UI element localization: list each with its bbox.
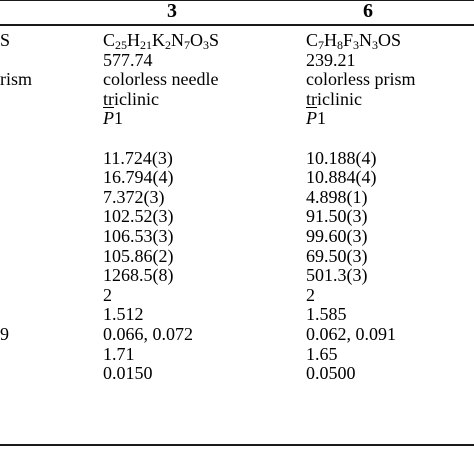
compound-6-c: 4.898(1) xyxy=(306,186,368,207)
compound-6-beta: 99.60(3) xyxy=(306,225,368,246)
compound-6-formula: C7H8F3N3OS xyxy=(306,30,402,52)
compound-3-r-factors: 0.066, 0.072 xyxy=(103,323,193,344)
compound-6-max-shift: 0.0500 xyxy=(306,363,356,384)
compound-3-crystal-system: triclinic xyxy=(103,88,159,109)
compound-6-alpha: 91.50(3) xyxy=(306,206,368,227)
table-top-rule xyxy=(0,0,474,1)
header-compound-6: 6 xyxy=(363,0,373,22)
left-fragment-formula: S xyxy=(0,30,11,50)
compound-6-crystal-system: triclinic xyxy=(306,88,362,109)
compound-3-crystal-habit: colorless needle xyxy=(103,69,219,90)
compound-3-a: 11.724(3) xyxy=(103,147,173,168)
compound-6-gamma: 69.50(3) xyxy=(306,245,368,266)
table-bottom-rule xyxy=(0,444,474,446)
compound-3-z: 2 xyxy=(103,284,112,305)
compound-3-volume: 1268.5(8) xyxy=(103,265,174,286)
compound-6-z: 2 xyxy=(306,284,315,305)
compound-3-b: 16.794(4) xyxy=(103,167,174,188)
compound-3-column: C25H21K2N7O3S 577.74 colorless needle tr… xyxy=(103,30,220,384)
compound-6-formula-weight: 239.21 xyxy=(306,49,356,70)
compound-6-column: C7H8F3N3OS 239.21 colorless prism tricli… xyxy=(306,30,416,384)
compound-3-formula: C25H21K2N7O3S xyxy=(103,30,220,52)
compound-3-gof: 1.71 xyxy=(103,343,135,364)
compound-6-volume: 501.3(3) xyxy=(306,265,368,286)
compound-3-alpha: 102.52(3) xyxy=(103,206,174,227)
compound-6-b: 10.884(4) xyxy=(306,167,377,188)
compound-3-formula-weight: 577.74 xyxy=(103,49,153,70)
compound-3-space-group: P1 xyxy=(103,108,123,129)
compound-3-max-shift: 0.0150 xyxy=(103,363,153,384)
left-fragment-rfactor: 9 xyxy=(0,323,9,344)
compound-6-density: 1.585 xyxy=(306,304,347,325)
compound-6-r-factors: 0.062, 0.091 xyxy=(306,323,396,344)
compound-6-crystal-habit: colorless prism xyxy=(306,69,416,90)
left-fragment-1 xyxy=(0,51,32,71)
compound-6-space-group: P1 xyxy=(306,108,326,129)
compound-6-gof: 1.65 xyxy=(306,343,338,364)
header-rule xyxy=(0,24,474,26)
compound-6-a: 10.188(4) xyxy=(306,147,377,168)
compound-3-beta: 106.53(3) xyxy=(103,225,174,246)
compound-3-c: 7.372(3) xyxy=(103,186,165,207)
compound-3-gamma: 105.86(2) xyxy=(103,245,174,266)
compound-3-density: 1.512 xyxy=(103,304,144,325)
left-fragment-habit: rism xyxy=(0,69,33,90)
left-fragment-column: S rism 9 xyxy=(0,30,33,345)
header-compound-3: 3 xyxy=(167,0,177,22)
